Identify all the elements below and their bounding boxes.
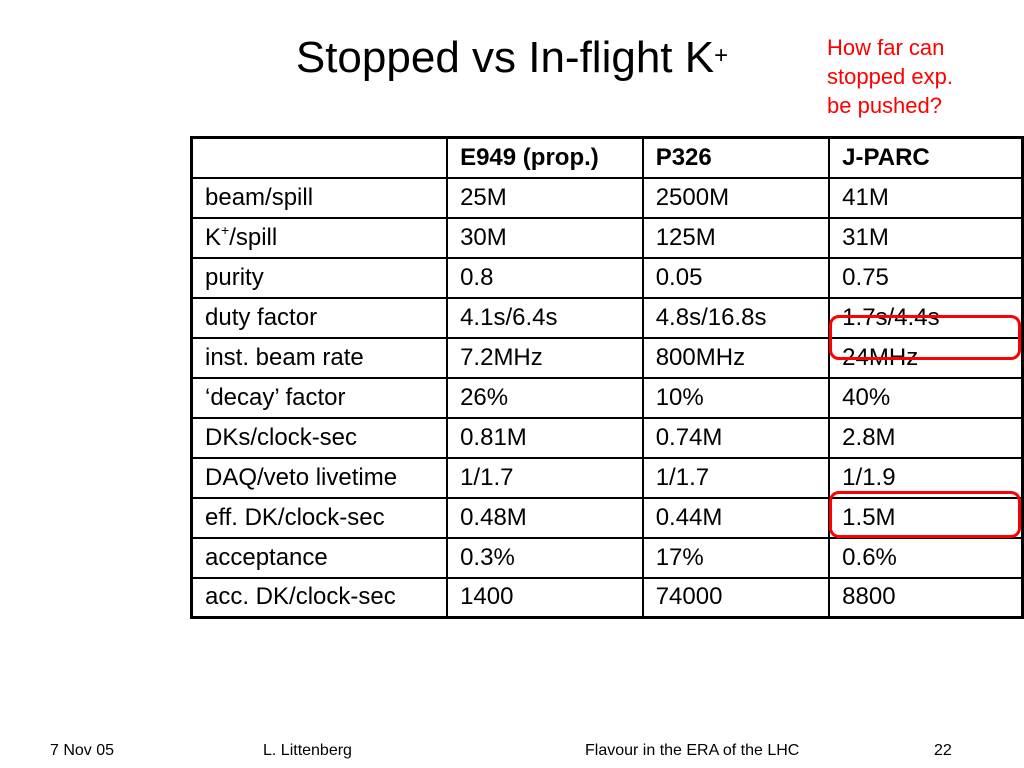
header-cell-empty (190, 136, 449, 179)
cell-e949: 30M (446, 216, 644, 259)
cell-p326: 800MHz (641, 336, 831, 379)
cell-jparc: 0.75 (828, 256, 1024, 299)
cell-e949: 0.3% (446, 536, 644, 579)
header-cell-p326: P326 (641, 136, 831, 179)
row-label: acceptance (190, 536, 449, 579)
table-row: purity 0.8 0.05 0.75 (190, 256, 1024, 299)
row-label-sup: + (221, 221, 230, 238)
cell-p326: 0.44M (641, 496, 831, 539)
note-line: How far can (827, 35, 945, 60)
cell-p326: 0.74M (641, 416, 831, 459)
row-label-main: K (205, 223, 222, 251)
row-label: eff. DK/clock-sec (190, 496, 449, 539)
row-label-rest: /spill (229, 223, 278, 251)
row-label: DKs/clock-sec (190, 416, 449, 459)
comparison-table: E949 (prop.) P326 J-PARC beam/spill 25M … (190, 136, 1024, 619)
header-cell-jparc: J-PARC (828, 136, 1024, 179)
cell-e949: 0.8 (446, 256, 644, 299)
slide-title: Stopped vs In-flight K+ (0, 28, 1024, 88)
footer-author: L. Littenberg (263, 742, 352, 759)
highlight-duty-factor-box (829, 315, 1021, 360)
cell-jparc: 2.8M (828, 416, 1024, 459)
row-label: beam/spill (190, 176, 449, 219)
cell-e949: 26% (446, 376, 644, 419)
cell-jparc: 8800 (828, 576, 1024, 619)
cell-jparc: 31M (828, 216, 1024, 259)
row-label: DAQ/veto livetime (190, 456, 449, 499)
table-row: ‘decay’ factor 26% 10% 40% (190, 376, 1024, 419)
cell-e949: 1/1.7 (446, 456, 644, 499)
cell-p326: 0.05 (641, 256, 831, 299)
cell-jparc: 1.5M (828, 496, 1024, 539)
cell-p326: 4.8s/16.8s (641, 296, 831, 339)
cell-p326: 1/1.7 (641, 456, 831, 499)
highlight-livetime-box (829, 491, 1021, 538)
cell-e949: 1400 (446, 576, 644, 619)
cell-p326: 125M (641, 216, 831, 259)
cell-e949: 0.81M (446, 416, 644, 459)
note-line: stopped exp. (827, 64, 953, 89)
footer-date: 7 Nov 05 (50, 742, 115, 759)
table-row: K+/spill 30M 125M 31M (190, 216, 1024, 259)
table-row: acc. DK/clock-sec 1400 74000 8800 (190, 576, 1024, 619)
title-text: Stopped vs In-flight K (295, 33, 715, 82)
cell-jparc: 40% (828, 376, 1024, 419)
table-row: acceptance 0.3% 17% 0.6% (190, 536, 1024, 579)
table-header-row: E949 (prop.) P326 J-PARC (190, 136, 1024, 179)
cell-e949: 7.2MHz (446, 336, 644, 379)
row-label: ‘decay’ factor (190, 376, 449, 419)
footer-page-number: 22 (934, 742, 952, 759)
cell-e949: 0.48M (446, 496, 644, 539)
cell-jparc: 0.6% (828, 536, 1024, 579)
row-label: purity (190, 256, 449, 299)
row-label: acc. DK/clock-sec (190, 576, 449, 619)
footer-event: Flavour in the ERA of the LHC (585, 742, 800, 759)
table-row: DKs/clock-sec 0.81M 0.74M 2.8M (190, 416, 1024, 459)
table-row: eff. DK/clock-sec 0.48M 0.44M 1.5M (190, 496, 1024, 539)
row-label: duty factor (190, 296, 449, 339)
row-label: K+/spill (190, 216, 449, 259)
header-cell-e949: E949 (prop.) (446, 136, 644, 179)
cell-p326: 2500M (641, 176, 831, 219)
cell-e949: 25M (446, 176, 644, 219)
title-superscript: + (714, 42, 729, 69)
cell-p326: 10% (641, 376, 831, 419)
annotation-note: How far can stopped exp. be pushed? (827, 33, 1017, 120)
row-label: inst. beam rate (190, 336, 449, 379)
cell-p326: 74000 (641, 576, 831, 619)
cell-p326: 17% (641, 536, 831, 579)
note-line: be pushed? (827, 93, 942, 118)
table-row: beam/spill 25M 2500M 41M (190, 176, 1024, 219)
cell-e949: 4.1s/6.4s (446, 296, 644, 339)
cell-jparc: 41M (828, 176, 1024, 219)
